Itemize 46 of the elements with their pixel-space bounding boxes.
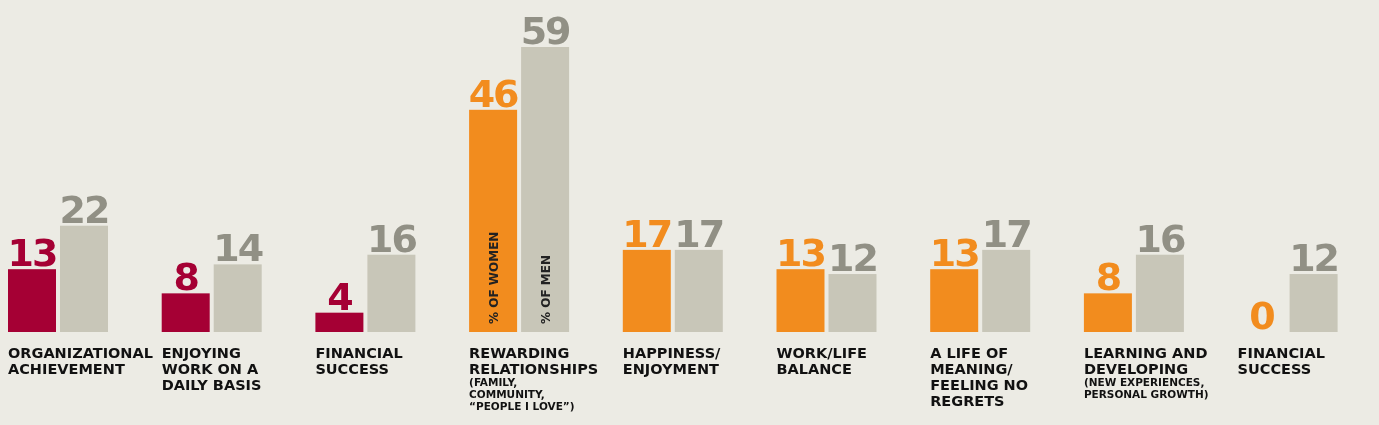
data-label: 46 [468, 71, 519, 116]
data-label: 17 [674, 211, 724, 256]
x-tick-label: REWARDING RELATIONSHIPS (FAMILY, COMMUNITY, “PEOPLE I LOVE”) [469, 345, 599, 412]
bar [828, 274, 877, 332]
bar [1289, 274, 1338, 332]
x-tick-label: ENJOYING WORK ON A DAILY BASIS [161, 345, 262, 393]
data-label: 13 [929, 231, 979, 276]
bar [1135, 254, 1184, 332]
data-label: 59 [520, 9, 571, 53]
bar [8, 269, 56, 332]
data-label: 17 [981, 211, 1031, 256]
x-tick-label: ORGANIZATIONAL ACHIEVEMENT [8, 345, 153, 377]
bar [367, 254, 416, 332]
bar [469, 109, 518, 332]
bar [776, 269, 825, 332]
data-label: 13 [7, 231, 57, 276]
x-tick-label: WORK/LIFE BALANCE [776, 345, 867, 377]
data-label: 16 [1135, 216, 1185, 261]
bar [674, 249, 723, 332]
bar [982, 249, 1031, 332]
series-label: % OF WOMEN [487, 231, 502, 324]
bar [1083, 293, 1132, 332]
x-tick-label: LEARNING AND DEVELOPING (NEW EXPERIENCES, PERSONAL GROWTH) [1083, 345, 1209, 400]
bar [161, 293, 210, 332]
data-label: 4 [327, 274, 353, 319]
data-label: 22 [59, 187, 109, 232]
x-tick-label: HAPPINESS/ ENJOYMENT [622, 345, 722, 377]
data-label: 0 [1249, 294, 1275, 338]
data-label: 12 [828, 236, 877, 281]
bar [622, 249, 671, 332]
x-tick-label: FINANCIAL SUCCESS [315, 345, 403, 377]
data-label: 16 [366, 216, 417, 261]
data-label: 13 [776, 231, 825, 276]
data-label: 14 [213, 226, 263, 271]
data-label: 8 [1095, 255, 1121, 300]
series-label: % OF MEN [539, 255, 554, 324]
bar [60, 225, 108, 332]
data-label: 17 [622, 211, 672, 256]
x-tick-label: A LIFE OF MEANING/ FEELING NO REGRETS [930, 345, 1029, 409]
bar [521, 47, 570, 332]
data-label: 8 [173, 255, 199, 300]
x-tick-label: FINANCIAL SUCCESS [1237, 345, 1325, 377]
bar [930, 269, 979, 332]
bar [213, 264, 262, 332]
data-label: 12 [1289, 236, 1339, 281]
bar [315, 312, 364, 332]
